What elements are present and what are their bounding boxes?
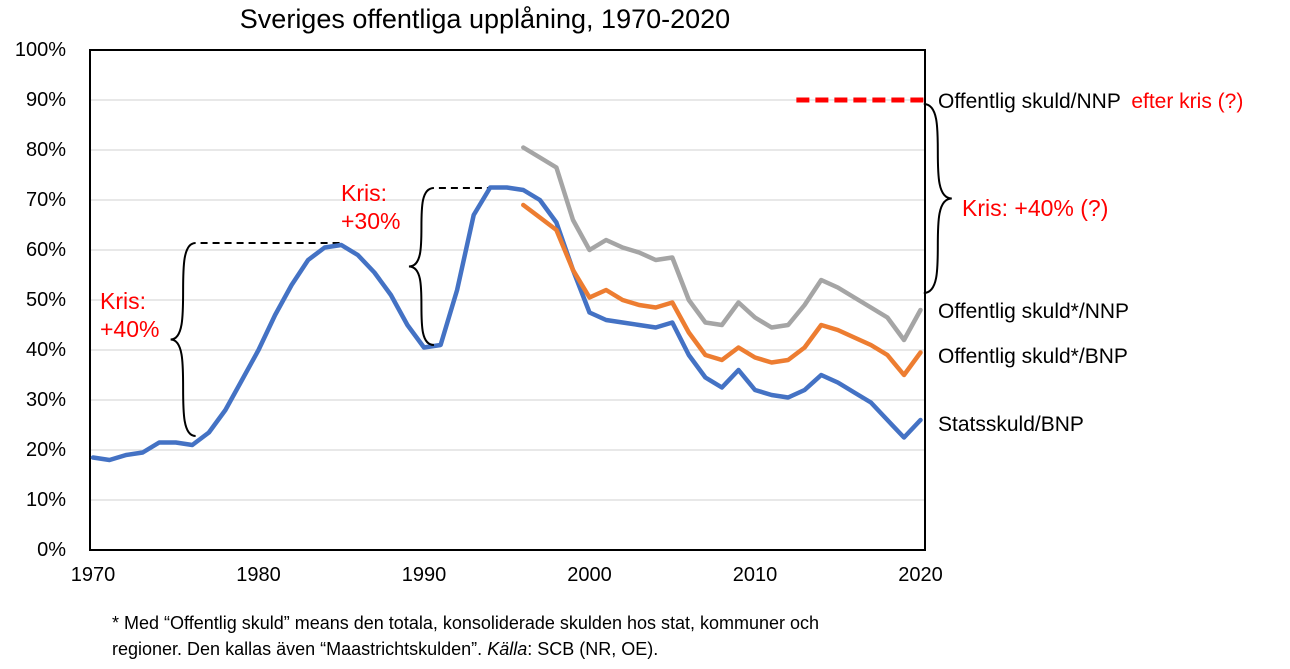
label-projection: Offentlig skuld/NNP efter kris (?) [938,89,1243,115]
y-axis-label: 60% [25,239,66,261]
chart-title: Sveriges offentliga upplåning, 1970-2020 [239,4,731,34]
annotation-kris-40-line1: Kris: [100,288,146,314]
footnote: * Med “Offentlig skuld” means den totala… [112,610,1012,662]
series-line-1 [521,202,923,378]
footnote-source-word: Källa [487,639,528,659]
label-projection-black: Offentlig skuld/NNP [938,90,1121,113]
x-axis-label: 2000 [567,564,612,586]
y-axis-label: 90% [25,89,66,111]
x-axis-label: 1970 [70,564,116,586]
y-axis-label: 80% [25,139,66,161]
x-axis-label: 1990 [401,564,447,586]
x-axis-label: 2020 [898,564,943,586]
label-series-statsskuld: Statsskuld/BNP [938,413,1084,436]
curly-brace [923,103,953,294]
label-projection-red: efter kris (?) [1131,90,1244,113]
x-axis-label: 2010 [732,564,778,586]
annotation-kris-40: Kris: +40% [100,287,159,343]
annotation-kris-30: Kris: +30% [341,179,400,235]
y-axis-label: 50% [25,289,66,311]
y-axis-label: 70% [25,189,66,211]
y-axis-label: 0% [37,539,66,561]
annotation-kris-30-line2: +30% [341,208,401,234]
x-axis-label: 1980 [236,564,281,586]
y-axis-label: 20% [25,439,66,461]
annotation-kris-40-line2: +40% [100,316,160,342]
y-axis-label: 10% [25,489,66,511]
footnote-line1: * Med “Offentlig skuld” means den totala… [112,613,820,633]
footnote-line2: regioner. Den kallas även “Maastrichtsku… [112,639,659,659]
label-series-bnp: Offentlig skuld*/BNP [938,345,1128,368]
y-axis-label: 100% [14,39,66,61]
curly-brace [170,242,196,437]
plot-border [89,49,926,551]
series-line-2 [521,145,923,343]
y-axis-label: 40% [25,339,66,361]
label-series-nnp: Offentlig skuld*/NNP [938,300,1130,323]
annotation-kris-30-line1: Kris: [341,180,387,206]
series-line-0 [90,185,923,463]
y-axis-label: 30% [25,389,66,411]
annotation-kris-40-future: Kris: +40% (?) [962,195,1109,221]
curly-brace [408,187,435,346]
